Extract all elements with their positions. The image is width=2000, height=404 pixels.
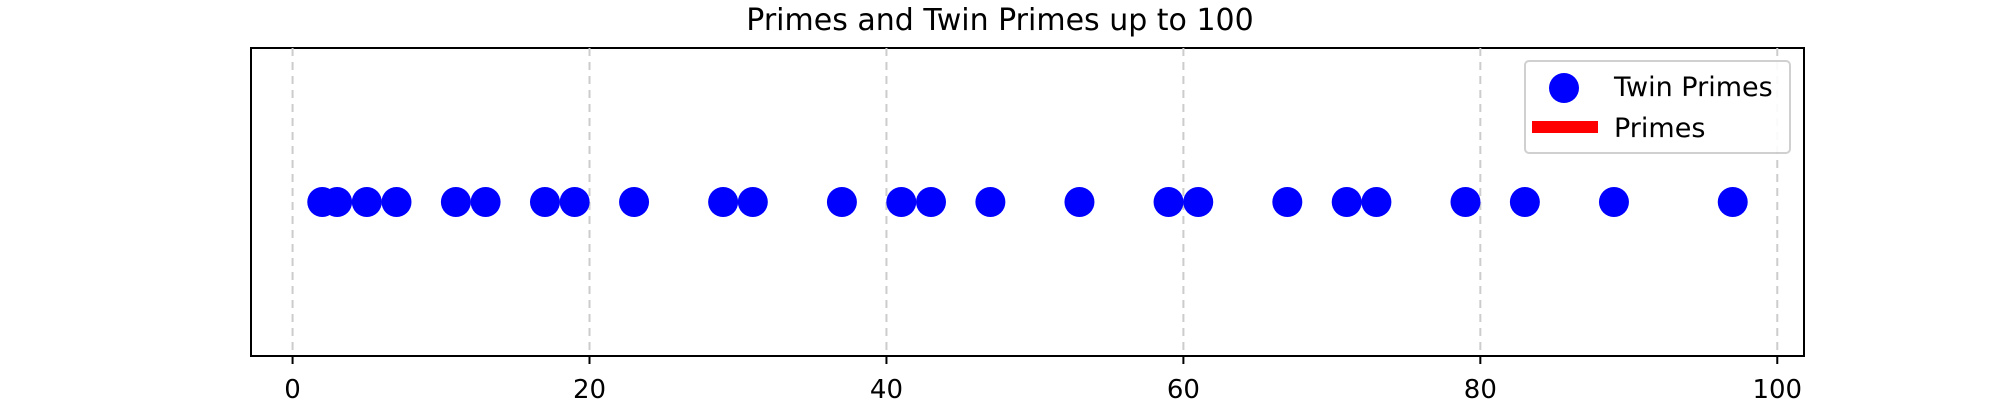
point-67 — [1272, 187, 1303, 217]
point-97 — [1717, 187, 1748, 217]
point-89 — [1598, 187, 1629, 217]
x-tick-label-20: 20 — [573, 375, 606, 400]
point-47 — [975, 187, 1006, 217]
legend-twin-primes-marker — [1549, 73, 1579, 103]
point-31 — [737, 187, 768, 217]
legend-primes-marker — [1532, 121, 1598, 133]
point-17 — [529, 187, 560, 217]
point-37 — [826, 187, 857, 217]
point-71 — [1331, 187, 1362, 217]
point-43 — [915, 187, 946, 217]
x-tick-label-100: 100 — [1752, 375, 1802, 400]
point-5 — [351, 187, 382, 217]
point-79 — [1450, 187, 1481, 217]
point-83 — [1509, 187, 1540, 217]
x-tick-label-80: 80 — [1464, 375, 1497, 400]
legend: Twin Primes Primes — [1524, 60, 1791, 154]
x-tick-label-60: 60 — [1167, 375, 1200, 400]
point-23 — [619, 187, 650, 217]
point-53 — [1064, 187, 1095, 217]
point-59 — [1153, 187, 1184, 217]
point-7 — [381, 187, 412, 217]
point-11 — [440, 187, 471, 217]
point-29 — [708, 187, 739, 217]
legend-twin-primes-label: Twin Primes — [1613, 72, 1773, 103]
chart-title: Primes and Twin Primes up to 100 — [746, 3, 1253, 38]
point-61 — [1183, 187, 1214, 217]
point-3 — [322, 187, 353, 217]
x-axis: 0 20 40 60 80 100 — [284, 356, 1802, 404]
x-tick-label-40: 40 — [870, 375, 903, 400]
point-41 — [886, 187, 917, 217]
legend-primes-label: Primes — [1614, 113, 1705, 144]
point-73 — [1361, 187, 1392, 217]
point-13 — [470, 187, 501, 217]
data-marks — [307, 187, 1748, 217]
x-tick-label-0: 0 — [284, 375, 301, 400]
point-19 — [559, 187, 590, 217]
